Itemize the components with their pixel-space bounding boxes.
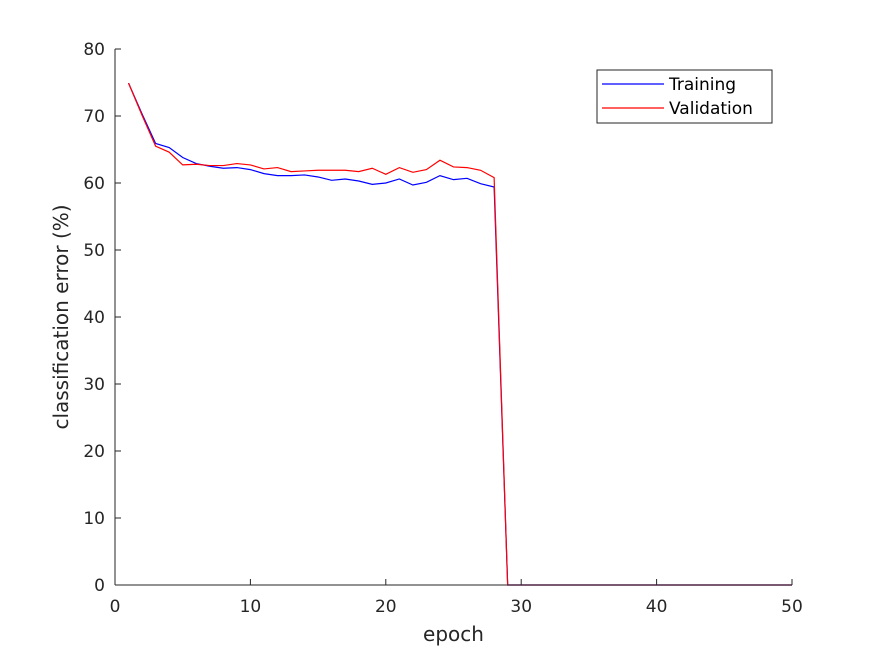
series-line-training [127, 82, 792, 586]
x-axis-title: epoch [423, 622, 484, 646]
y-tick-label: 40 [83, 308, 105, 328]
y-axis-title: classification error (%) [49, 204, 73, 429]
y-tick-label: 10 [83, 509, 105, 529]
y-tick-label: 50 [83, 241, 105, 261]
y-tick-label: 20 [83, 442, 105, 462]
y-tick-label: 0 [94, 576, 105, 596]
x-tick-label: 40 [646, 597, 668, 617]
axes-layer: 0 10 20 30 40 50 0 10 20 30 40 50 60 70 80 [83, 40, 802, 617]
legend: Training Validation [596, 69, 773, 124]
x-tick-label: 30 [510, 597, 532, 617]
x-tick-label: 50 [781, 597, 803, 617]
legend-label-validation: Validation [669, 99, 753, 119]
legend-box [596, 69, 773, 124]
x-tick-label: 20 [375, 597, 397, 617]
series-line-validation [127, 82, 792, 586]
y-tick-label: 60 [83, 174, 105, 194]
x-tick-label: 0 [110, 597, 121, 617]
x-tick-label: 10 [240, 597, 262, 617]
y-tick-label: 30 [83, 375, 105, 395]
legend-label-training: Training [668, 75, 736, 95]
y-tick-label: 70 [83, 107, 105, 127]
series-layer [127, 82, 792, 586]
y-tick-label: 80 [83, 40, 105, 60]
